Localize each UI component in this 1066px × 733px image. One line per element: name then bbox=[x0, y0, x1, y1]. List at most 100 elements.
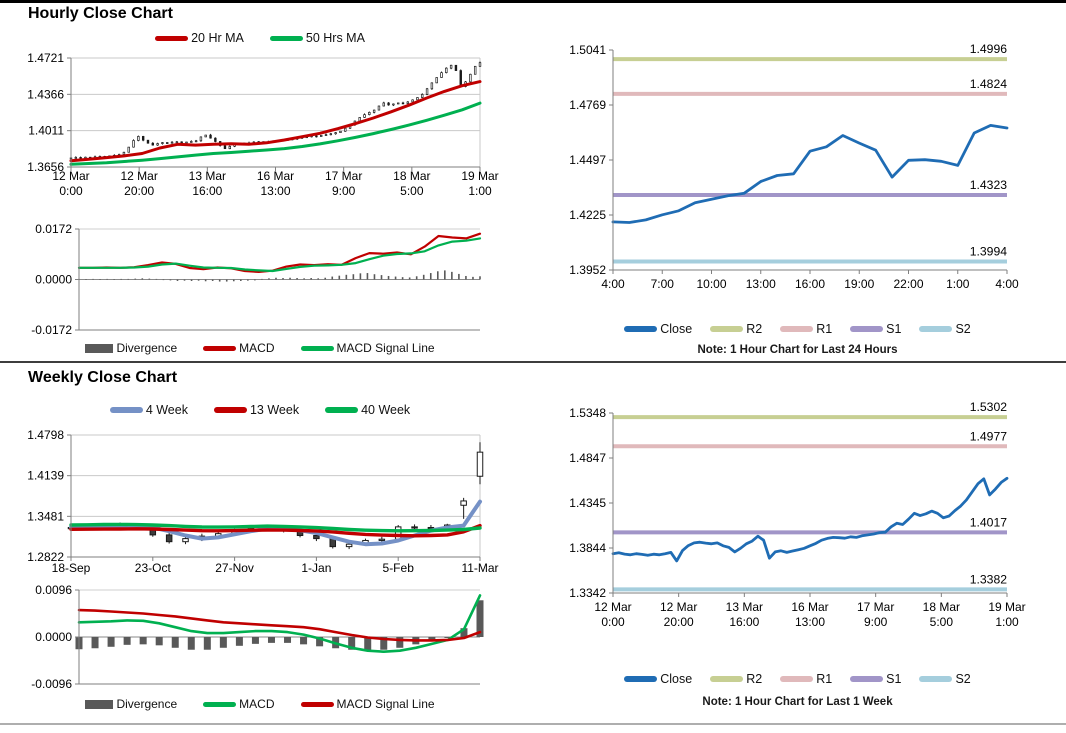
svg-text:1.4977: 1.4977 bbox=[970, 429, 1007, 443]
legend-label: MACD bbox=[239, 341, 275, 355]
svg-text:1-Jan: 1-Jan bbox=[301, 561, 331, 575]
macd-signal-swatch bbox=[300, 345, 334, 351]
svg-text:10:00: 10:00 bbox=[696, 277, 726, 291]
svg-text:20:00: 20:00 bbox=[124, 184, 154, 198]
legend-label: Close bbox=[660, 672, 693, 686]
hourly-macd-legend: Divergence MACD MACD Signal Line bbox=[30, 341, 490, 355]
50hrs-ma-swatch bbox=[269, 35, 303, 41]
svg-text:16 Mar: 16 Mar bbox=[791, 600, 828, 614]
r2-swatch bbox=[710, 326, 744, 332]
svg-text:1.4366: 1.4366 bbox=[27, 87, 64, 101]
svg-text:23-Oct: 23-Oct bbox=[135, 561, 172, 575]
legend-item-close: Close bbox=[624, 672, 692, 686]
svg-text:13 Mar: 13 Mar bbox=[726, 600, 763, 614]
legend-item-r2: R2 bbox=[710, 672, 762, 686]
svg-text:16:00: 16:00 bbox=[795, 277, 825, 291]
close-swatch bbox=[624, 676, 658, 682]
weekly-sr-legend: Close R2 R1 S1 S2 bbox=[545, 672, 1050, 686]
svg-text:1.4497: 1.4497 bbox=[569, 153, 606, 167]
legend-item-macd: MACD bbox=[203, 697, 275, 711]
legend-label: 40 Week bbox=[361, 403, 411, 417]
hourly-ma-legend: 20 Hr MA 50 Hrs MA bbox=[30, 31, 490, 45]
legend-item-s2: S2 bbox=[919, 672, 971, 686]
legend-label: MACD Signal Line bbox=[336, 341, 435, 355]
legend-label: 13 Week bbox=[249, 403, 300, 417]
svg-text:4:00: 4:00 bbox=[601, 277, 625, 291]
legend-item-s1: S1 bbox=[850, 322, 901, 336]
legend-label: S1 bbox=[886, 672, 902, 686]
20hr-ma-swatch bbox=[155, 35, 189, 41]
svg-text:9:00: 9:00 bbox=[864, 615, 888, 629]
svg-text:18 Mar: 18 Mar bbox=[393, 169, 430, 183]
svg-text:1.4721: 1.4721 bbox=[27, 51, 64, 65]
legend-item-macd-signal: MACD Signal Line bbox=[300, 341, 435, 355]
svg-text:0.0000: 0.0000 bbox=[35, 273, 72, 287]
svg-text:1.3844: 1.3844 bbox=[569, 541, 606, 555]
svg-text:1.4996: 1.4996 bbox=[970, 42, 1007, 56]
svg-text:13:00: 13:00 bbox=[795, 615, 825, 629]
svg-text:5:00: 5:00 bbox=[400, 184, 424, 198]
svg-text:1.4769: 1.4769 bbox=[569, 98, 606, 112]
s1-swatch bbox=[850, 326, 884, 332]
svg-text:1.5302: 1.5302 bbox=[970, 400, 1007, 414]
middle-divider bbox=[0, 361, 1066, 363]
close-swatch bbox=[624, 326, 658, 332]
macd-swatch bbox=[203, 701, 237, 707]
svg-text:-0.0172: -0.0172 bbox=[31, 323, 72, 337]
legend-item-s1: S1 bbox=[850, 672, 901, 686]
svg-text:1.4345: 1.4345 bbox=[569, 496, 606, 510]
legend-label: Close bbox=[660, 322, 693, 336]
svg-text:0.0172: 0.0172 bbox=[35, 222, 72, 236]
r1-swatch bbox=[780, 676, 814, 682]
hourly-macd-chart: 0.0172 0.0000 -0.0172 bbox=[31, 222, 482, 337]
legend-item-macd-signal: MACD Signal Line bbox=[300, 697, 435, 711]
svg-text:19 Mar: 19 Mar bbox=[988, 600, 1025, 614]
legend-label: S1 bbox=[886, 322, 902, 336]
svg-text:1.3382: 1.3382 bbox=[970, 572, 1007, 586]
svg-text:0.0096: 0.0096 bbox=[35, 583, 72, 597]
legend-label: S2 bbox=[955, 672, 971, 686]
svg-text:12 Mar: 12 Mar bbox=[120, 169, 157, 183]
hourly-sr-legend: Close R2 R1 S1 S2 bbox=[545, 322, 1050, 336]
svg-text:1.3342: 1.3342 bbox=[569, 586, 606, 600]
svg-text:1.4798: 1.4798 bbox=[27, 428, 64, 442]
svg-text:16:00: 16:00 bbox=[729, 615, 759, 629]
svg-text:19 Mar: 19 Mar bbox=[461, 169, 498, 183]
legend-item-r1: R1 bbox=[780, 672, 832, 686]
legend-label: MACD bbox=[239, 697, 275, 711]
svg-text:1:00: 1:00 bbox=[468, 184, 492, 198]
svg-text:1.3952: 1.3952 bbox=[569, 263, 606, 277]
svg-text:1:00: 1:00 bbox=[946, 277, 970, 291]
weekly-macd-legend: Divergence MACD MACD Signal Line bbox=[30, 697, 490, 711]
svg-text:17 Mar: 17 Mar bbox=[857, 600, 894, 614]
legend-label: S2 bbox=[955, 322, 971, 336]
svg-text:1.5348: 1.5348 bbox=[569, 406, 606, 420]
legend-item-divergence: Divergence bbox=[85, 341, 177, 355]
legend-item-50hrs-ma: 50 Hrs MA bbox=[269, 31, 365, 45]
svg-text:1:00: 1:00 bbox=[995, 615, 1019, 629]
svg-text:22:00: 22:00 bbox=[893, 277, 923, 291]
legend-item-r2: R2 bbox=[710, 322, 762, 336]
svg-text:12 Mar: 12 Mar bbox=[52, 169, 89, 183]
svg-text:13:00: 13:00 bbox=[746, 277, 776, 291]
svg-text:12 Mar: 12 Mar bbox=[660, 600, 697, 614]
svg-text:1.2822: 1.2822 bbox=[27, 550, 64, 564]
4week-swatch bbox=[109, 407, 143, 413]
legend-item-close: Close bbox=[624, 322, 692, 336]
svg-text:12 Mar: 12 Mar bbox=[594, 600, 631, 614]
svg-text:19:00: 19:00 bbox=[844, 277, 874, 291]
svg-text:18-Sep: 18-Sep bbox=[52, 561, 91, 575]
svg-text:1.3994: 1.3994 bbox=[970, 245, 1007, 259]
svg-text:27-Nov: 27-Nov bbox=[215, 561, 254, 575]
s1-swatch bbox=[850, 676, 884, 682]
13week-swatch bbox=[213, 407, 247, 413]
svg-text:9:00: 9:00 bbox=[332, 184, 356, 198]
svg-text:20:00: 20:00 bbox=[664, 615, 694, 629]
bottom-divider bbox=[0, 723, 1066, 725]
svg-text:16 Mar: 16 Mar bbox=[257, 169, 294, 183]
legend-label: 4 Week bbox=[145, 403, 188, 417]
legend-label: 50 Hrs MA bbox=[305, 31, 365, 45]
